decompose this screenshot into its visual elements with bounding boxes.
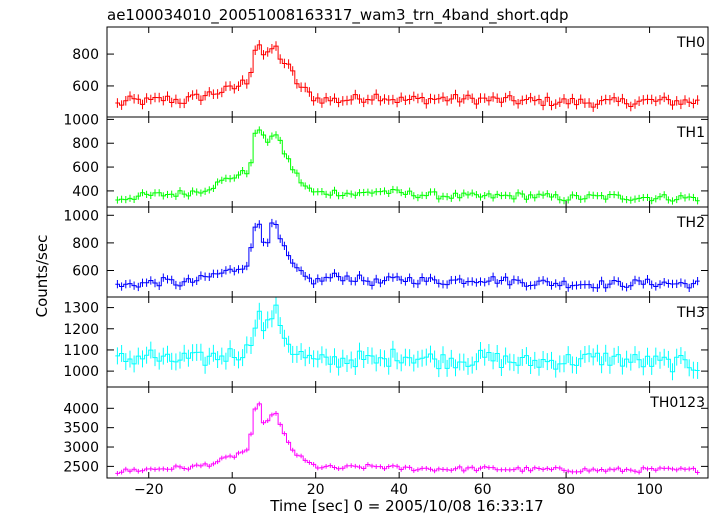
x-tick-label: 20 [307,482,325,498]
y-tick-label: 400 [72,184,99,200]
error-bars [116,297,699,381]
x-tick-label: 0 [228,482,237,498]
y-tick-label: 3000 [63,440,99,456]
x-tick-label: −20 [134,482,164,498]
panel-th0123: 2500 3000 3500 4000 TH0123 [63,386,709,479]
x-axis-label: Time [sec] 0 = 2005/10/08 16:33:17 [269,497,543,515]
y-axis-label: Counts/sec [33,235,51,318]
series-th0123-line [115,403,700,474]
y-tick-label: 1100 [63,343,99,359]
y-tick-label: 1000 [63,364,99,380]
x-tick-label: 100 [636,482,663,498]
panel-label-th0: TH0 [676,35,705,51]
y-tick-label: 800 [72,236,99,252]
y-tick-label: 1300 [63,301,99,317]
panel-th2: 600 800 1000 TH2 [63,206,709,298]
x-tick-label: 80 [557,482,575,498]
y-tick-label: 4000 [63,401,99,417]
y-tick-label: 1000 [63,112,99,128]
panel-th0: 600 800 TH0 [72,26,709,118]
panel-label-th3: TH3 [676,305,705,321]
panel-th1: 400 600 800 1000 TH1 [63,112,709,208]
y-tick-label: 2500 [63,459,99,475]
x-tick-label: 40 [390,482,408,498]
panel-label-th1: TH1 [676,125,705,141]
series-th3-line [115,304,700,373]
y-tick-label: 1200 [63,322,99,338]
y-tick-label: 800 [72,136,99,152]
series-th2-line [115,222,700,289]
y-tick-label: 600 [72,263,99,279]
error-bars [116,40,699,112]
panel-frame [106,296,709,388]
y-tick-label: 3500 [63,421,99,437]
y-tick-label: 600 [72,79,99,95]
y-tick-label: 1000 [63,208,99,224]
panel-frame [106,386,709,479]
series-th0-line [115,44,700,108]
y-tick-label: 600 [72,160,99,176]
error-bars [116,401,699,476]
chart-title: ae100034010_20051008163317_wam3_trn_4ban… [107,6,569,25]
y-tick-label: 800 [72,47,99,63]
panel-th3: 1000 1100 1200 1300 TH3 [63,296,709,388]
series-th1-line [115,129,700,202]
panel-label-th2: TH2 [676,215,705,231]
panel-label-th0123: TH0123 [649,395,705,411]
x-tick-label: 60 [474,482,492,498]
